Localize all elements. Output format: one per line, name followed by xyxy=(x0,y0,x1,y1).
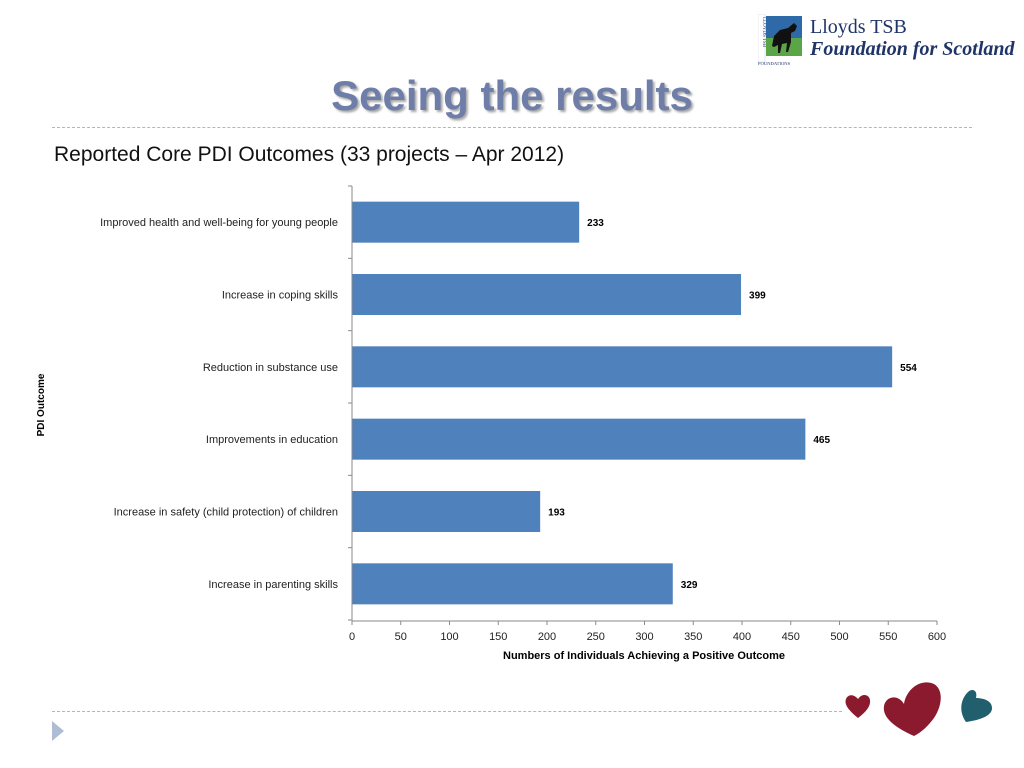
x-tick-label: 600 xyxy=(928,631,946,643)
hearts-decoration xyxy=(845,682,992,736)
x-tick-label: 150 xyxy=(489,631,507,643)
x-tick-label: 0 xyxy=(349,631,355,643)
bar-group xyxy=(352,201,893,605)
x-tick-label: 100 xyxy=(440,631,458,643)
slide-subtitle: Reported Core PDI Outcomes (33 projects … xyxy=(54,143,565,166)
bar xyxy=(352,274,742,315)
logo-line-2: Foundation for Scotland xyxy=(810,38,1015,60)
bar xyxy=(352,201,580,243)
axis-group xyxy=(348,185,938,625)
play-bullet-icon xyxy=(52,721,64,741)
y-axis-label: PDI Outcome xyxy=(36,373,47,436)
slide-title: Seeing the results xyxy=(331,72,693,119)
category-label: Increase in safety (child protection) of… xyxy=(114,507,338,519)
bar-value-label: 465 xyxy=(813,435,830,446)
category-label: Reduction in substance use xyxy=(203,362,338,374)
bar xyxy=(352,491,541,532)
logo-side-text: LLOYDS TSB xyxy=(761,17,766,48)
logo-bottom-text: FOUNDATIONS xyxy=(758,61,791,66)
top-divider xyxy=(52,127,972,128)
x-tick-label: 350 xyxy=(684,631,702,643)
bar-value-label: 399 xyxy=(749,291,766,302)
small-red-heart-icon xyxy=(845,694,871,718)
x-tick-label: 200 xyxy=(538,631,556,643)
x-tick-label: 450 xyxy=(782,631,800,643)
bar-value-label: 233 xyxy=(587,218,604,229)
x-tick-label: 250 xyxy=(587,631,605,643)
bottom-divider xyxy=(52,711,842,712)
category-label: Improvements in education xyxy=(206,434,338,446)
x-tick-label: 50 xyxy=(395,631,407,643)
logo-line-1: Lloyds TSB xyxy=(810,16,907,38)
teal-heart-icon xyxy=(961,690,992,722)
x-tick-label: 300 xyxy=(635,631,653,643)
category-label: Increase in coping skills xyxy=(222,290,339,302)
x-axis-label: Numbers of Individuals Achieving a Posit… xyxy=(503,650,785,662)
bar xyxy=(352,346,893,388)
foundation-logo: LLOYDS TSB FOUNDATIONS Lloyds TSB Founda… xyxy=(758,14,1016,66)
x-tick-label: 500 xyxy=(830,631,848,643)
bar-value-label: 554 xyxy=(900,363,917,374)
bar xyxy=(352,563,673,605)
black-horse-icon: LLOYDS TSB FOUNDATIONS xyxy=(758,14,802,66)
category-label-group: Improved health and well-being for young… xyxy=(100,217,338,591)
category-label: Improved health and well-being for young… xyxy=(100,217,338,229)
bar-value-label: 329 xyxy=(681,580,698,591)
category-label: Increase in parenting skills xyxy=(208,579,338,591)
large-red-heart-icon xyxy=(883,682,941,736)
bar-value-label: 193 xyxy=(548,508,565,519)
x-tick-label: 400 xyxy=(733,631,751,643)
bar xyxy=(352,418,806,460)
value-label-group: 233 399 554 465 193 329 xyxy=(548,218,917,591)
x-tick-label: 550 xyxy=(879,631,897,643)
tick-label-group: 0 50 100 150 200 250 300 350 400 450 500 550 600 xyxy=(349,631,946,643)
